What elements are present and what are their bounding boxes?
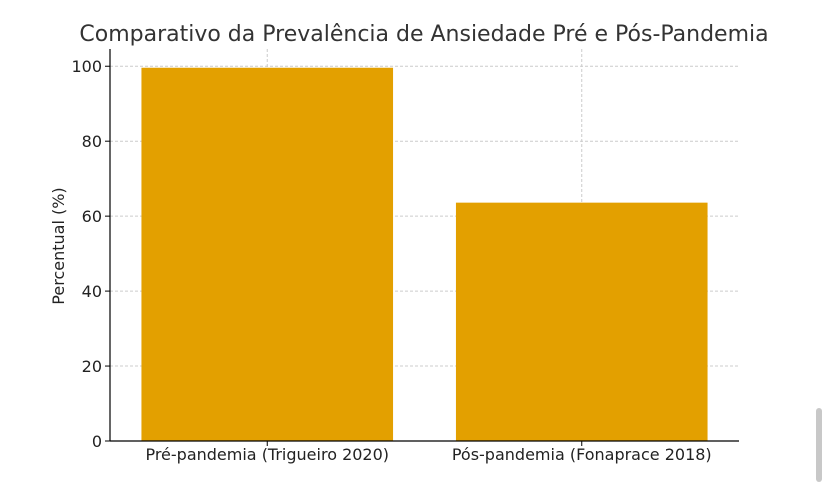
axes: [105, 49, 739, 446]
bar-1: [455, 202, 708, 441]
chart-title: Comparativo da Prevalência de Ansiedade …: [79, 22, 768, 47]
y-tick-label-5: 100: [71, 57, 102, 76]
y-tick-label-1: 20: [82, 357, 102, 376]
y-tick-label-4: 80: [82, 132, 102, 151]
scrollbar-thumb[interactable]: [816, 408, 822, 482]
y-tick-label-3: 60: [82, 207, 102, 226]
tick-labels: 0 20 40 60 80 100 Pré-pandemia (Trigueiro 2020…: [71, 57, 711, 464]
bars: [141, 67, 708, 442]
bar-0: [141, 67, 394, 442]
y-tick-label-0: 0: [92, 432, 102, 451]
x-tick-label-1: Pós-pandemia (Fonaprace 2018): [452, 445, 712, 464]
y-axis-label: Percentual (%): [49, 187, 68, 304]
y-tick-label-2: 40: [82, 282, 102, 301]
x-tick-label-0: Pré-pandemia (Trigueiro 2020): [145, 445, 389, 464]
